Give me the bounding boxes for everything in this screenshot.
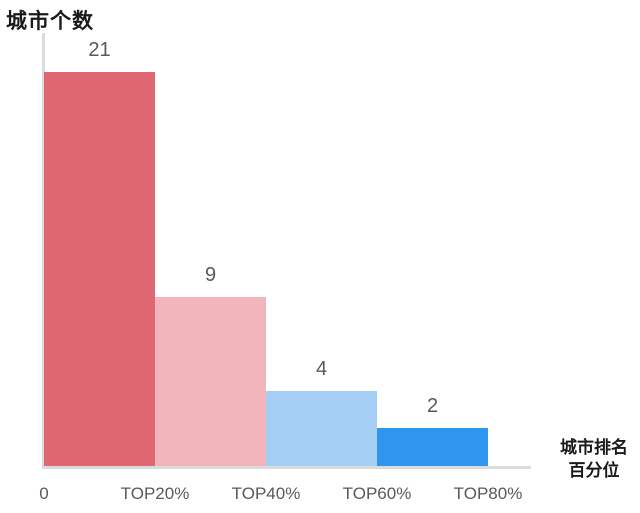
y-axis-line bbox=[42, 33, 45, 469]
bar-value-label: 9 bbox=[204, 264, 217, 286]
y-axis-title: 城市个数 bbox=[6, 10, 94, 33]
bar-value-label: 2 bbox=[426, 395, 439, 417]
x-tick-label: TOP80% bbox=[453, 484, 523, 503]
bar-value-label: 21 bbox=[88, 39, 111, 61]
x-axis-title-line2: 百分位 bbox=[568, 461, 620, 480]
x-tick-label: 0 bbox=[39, 484, 49, 503]
bar-top80% bbox=[377, 428, 488, 466]
x-axis-title: 城市排名 百分位 bbox=[548, 436, 640, 482]
bar-value-label: 4 bbox=[315, 358, 328, 380]
x-tick-label: TOP60% bbox=[342, 484, 412, 503]
x-tick-label: TOP40% bbox=[231, 484, 301, 503]
x-axis-line bbox=[42, 466, 531, 469]
bar-top60% bbox=[266, 391, 377, 466]
bar-top40% bbox=[155, 297, 266, 466]
x-tick-label: TOP20% bbox=[120, 484, 190, 503]
bar-top20% bbox=[44, 72, 155, 466]
x-axis-title-line1: 城市排名 bbox=[560, 438, 628, 457]
